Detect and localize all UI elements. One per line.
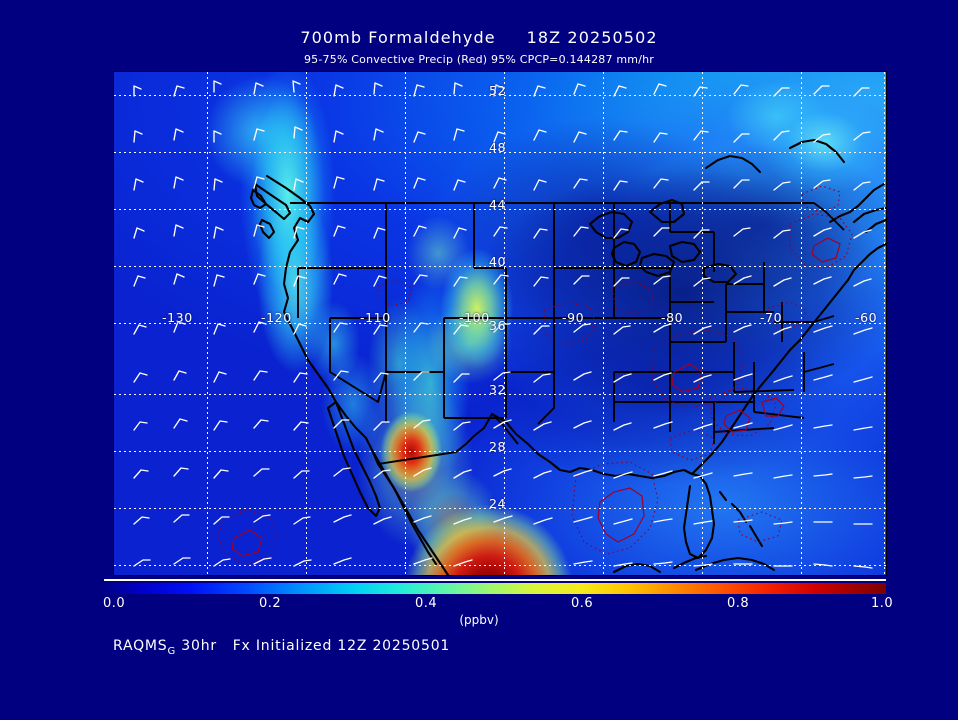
lon-label--80: -80 <box>661 310 684 325</box>
lat-label-40: 40 <box>489 254 507 269</box>
lon-label--70: -70 <box>760 310 783 325</box>
footer-rest: 30hr Fx Initialized 12Z 20250501 <box>176 638 451 654</box>
lat-label-28: 28 <box>489 439 507 454</box>
lon-label--60: -60 <box>855 310 878 325</box>
lat-label-32: 32 <box>489 382 507 397</box>
model-name-subscript: G <box>167 645 177 657</box>
colorbar-tick-1: 0.2 <box>259 596 282 611</box>
lon-label--120: -120 <box>261 310 292 325</box>
colorbar-tick-4: 0.8 <box>727 596 750 611</box>
page-title: 700mb Formaldehyde 18Z 20250502 <box>300 28 658 47</box>
colorbar[interactable] <box>104 583 886 594</box>
colorbar-tick-5: 1.0 <box>871 596 894 611</box>
lon-label--110: -110 <box>360 310 391 325</box>
colorbar-unit-label: (ppbv) <box>459 613 499 627</box>
coastline-paths <box>249 138 886 575</box>
convective-precip-95-contours <box>231 237 841 557</box>
colorbar-top-rule <box>104 579 886 581</box>
colorbar-tick-2: 0.4 <box>415 596 438 611</box>
model-name: RAQMS <box>113 638 168 654</box>
plot-subtitle: 95-75% Convective Precip (Red) 95% CPCP=… <box>303 53 655 66</box>
colorbar-tick-0: 0.0 <box>103 596 126 611</box>
map-panel[interactable] <box>113 71 887 576</box>
border-paths <box>290 202 845 465</box>
lat-label-36: 36 <box>489 318 507 333</box>
lat-label-44: 44 <box>489 197 507 212</box>
lat-label-48: 48 <box>489 140 507 155</box>
lon-label--130: -130 <box>162 310 193 325</box>
wind-barb-field <box>133 80 873 569</box>
geography-overlay <box>133 80 886 575</box>
lat-label-52: 52 <box>489 83 507 98</box>
colorbar-tick-3: 0.6 <box>571 596 594 611</box>
lat-label-24: 24 <box>489 496 507 511</box>
lon-label--90: -90 <box>562 310 585 325</box>
lon-label--100: -100 <box>459 310 490 325</box>
model-footer: RAQMSG 30hr Fx Initialized 12Z 20250501 <box>113 638 450 657</box>
convective-precip-75-contours <box>217 185 853 565</box>
